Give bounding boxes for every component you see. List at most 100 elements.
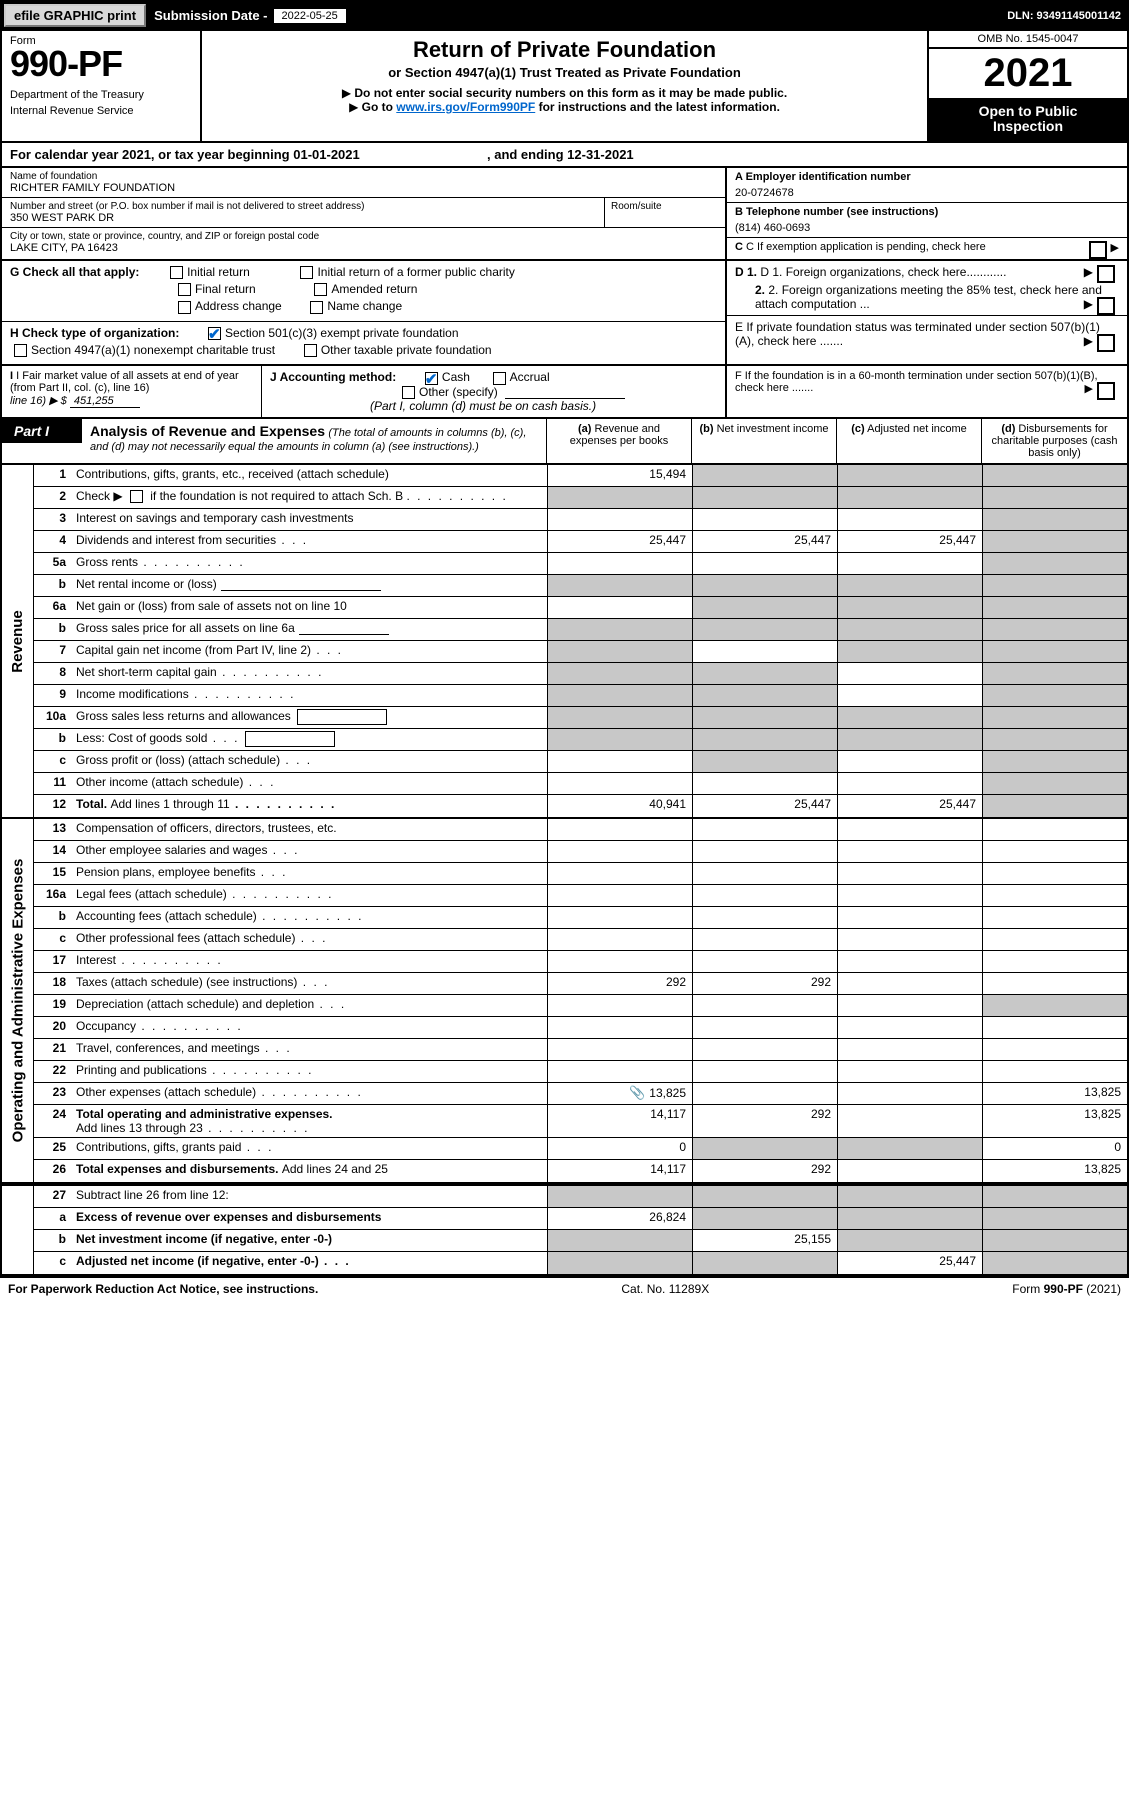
table-row: bNet investment income (if negative, ent…: [34, 1230, 1127, 1252]
calendar-year-line: For calendar year 2021, or tax year begi…: [0, 143, 1129, 168]
j-other-checkbox[interactable]: [402, 386, 415, 399]
h-section: H Check type of organization: Section 50…: [2, 322, 725, 365]
note-2: Go to www.irs.gov/Form990PF for instruct…: [214, 100, 915, 114]
table-row: cAdjusted net income (if negative, enter…: [34, 1252, 1127, 1274]
table-row: 8Net short-term capital gain: [34, 663, 1127, 685]
table-row: 4Dividends and interest from securities2…: [34, 531, 1127, 553]
col-d-head: (d) Disbursements for charitable purpose…: [982, 419, 1127, 463]
paperwork-notice: For Paperwork Reduction Act Notice, see …: [8, 1282, 318, 1296]
table-row: 11Other income (attach schedule): [34, 773, 1127, 795]
foundation-name-cell: Name of foundation RICHTER FAMILY FOUNDA…: [2, 168, 725, 198]
cat-no: Cat. No. 11289X: [621, 1282, 709, 1296]
form990pf-link[interactable]: www.irs.gov/Form990PF: [396, 100, 535, 114]
schb-checkbox[interactable]: [130, 490, 143, 503]
ein-cell: A Employer identification number 20-0724…: [727, 168, 1127, 203]
amended-return-checkbox[interactable]: [314, 283, 327, 296]
line27-block: 27Subtract line 26 from line 12: aExcess…: [0, 1184, 1129, 1276]
j-accrual-checkbox[interactable]: [493, 372, 506, 385]
header-center: Return of Private Foundation or Section …: [202, 31, 927, 141]
table-row: 9Income modifications: [34, 685, 1127, 707]
f-checkbox[interactable]: [1097, 382, 1115, 400]
initial-return-checkbox[interactable]: [170, 266, 183, 279]
form-title: Return of Private Foundation: [214, 37, 915, 63]
form-subtitle: or Section 4947(a)(1) Trust Treated as P…: [214, 65, 915, 80]
revenue-side-label: Revenue: [2, 465, 34, 817]
table-row: 3Interest on savings and temporary cash …: [34, 509, 1127, 531]
table-row: 19Depreciation (attach schedule) and dep…: [34, 995, 1127, 1017]
table-row: 18Taxes (attach schedule) (see instructi…: [34, 973, 1127, 995]
efile-print-button[interactable]: efile GRAPHIC print: [4, 4, 146, 27]
exemption-pending: C C If exemption application is pending,…: [727, 238, 1127, 256]
open-to-public: Open to Public Inspection: [929, 98, 1127, 141]
identity-section: Name of foundation RICHTER FAMILY FOUNDA…: [0, 168, 1129, 261]
table-row: 5aGross rents: [34, 553, 1127, 575]
table-row: 13Compensation of officers, directors, t…: [34, 819, 1127, 841]
part1-label: Part I: [2, 419, 82, 443]
d2-checkbox[interactable]: [1097, 297, 1115, 315]
form-header: Form 990-PF Department of the Treasury I…: [0, 31, 1129, 143]
e-checkbox[interactable]: [1097, 334, 1115, 352]
table-row: 2Check ▶ if the foundation is not requir…: [34, 487, 1127, 509]
table-row: 26Total expenses and disbursements. Add …: [34, 1160, 1127, 1182]
h-501c3-checkbox[interactable]: [208, 327, 221, 340]
dln: DLN: 93491145001142: [1001, 8, 1127, 24]
table-row: cOther professional fees (attach schedul…: [34, 929, 1127, 951]
initial-return-public-checkbox[interactable]: [300, 266, 313, 279]
table-row: 22Printing and publications: [34, 1061, 1127, 1083]
address-change-checkbox[interactable]: [178, 301, 191, 314]
header-right: OMB No. 1545-0047 2021 Open to Public In…: [927, 31, 1127, 141]
d-section: D 1. D 1. Foreign organizations, check h…: [727, 261, 1127, 316]
revenue-block: Revenue 1Contributions, gifts, grants, e…: [0, 465, 1129, 819]
submission-label: Submission Date -: [154, 8, 267, 23]
table-row: 27Subtract line 26 from line 12:: [34, 1186, 1127, 1208]
address-row: Number and street (or P.O. box number if…: [2, 198, 725, 228]
i-fmv: I I Fair market value of all assets at e…: [2, 366, 262, 417]
h-other-checkbox[interactable]: [304, 344, 317, 357]
top-bar: efile GRAPHIC print Submission Date - 20…: [0, 0, 1129, 31]
table-row: bGross sales price for all assets on lin…: [34, 619, 1127, 641]
submission-block: Submission Date - 2022-05-25: [148, 8, 352, 23]
dept-irs: Internal Revenue Service: [10, 105, 192, 117]
c-checkbox[interactable]: [1089, 241, 1107, 259]
table-row: 12Total. Add lines 1 through 1140,94125,…: [34, 795, 1127, 817]
h-4947-checkbox[interactable]: [14, 344, 27, 357]
checks-section: G Check all that apply: Initial return I…: [0, 261, 1129, 367]
table-row: 10aGross sales less returns and allowanc…: [34, 707, 1127, 729]
d1-checkbox[interactable]: [1097, 265, 1115, 283]
header-left: Form 990-PF Department of the Treasury I…: [2, 31, 202, 141]
final-return-checkbox[interactable]: [178, 283, 191, 296]
table-row: 25Contributions, gifts, grants paid00: [34, 1138, 1127, 1160]
expenses-block: Operating and Administrative Expenses 13…: [0, 819, 1129, 1184]
table-row: 7Capital gain net income (from Part IV, …: [34, 641, 1127, 663]
note-1: Do not enter social security numbers on …: [214, 86, 915, 100]
expenses-side-label: Operating and Administrative Expenses: [2, 819, 34, 1182]
f-section: F If the foundation is in a 60-month ter…: [727, 366, 1127, 417]
table-row: aExcess of revenue over expenses and dis…: [34, 1208, 1127, 1230]
table-row: cGross profit or (loss) (attach schedule…: [34, 751, 1127, 773]
form-number: 990-PF: [10, 43, 192, 85]
table-row: bAccounting fees (attach schedule): [34, 907, 1127, 929]
table-row: 21Travel, conferences, and meetings: [34, 1039, 1127, 1061]
j-cash-checkbox[interactable]: [425, 372, 438, 385]
room-suite: Room/suite: [605, 198, 725, 227]
j-accounting: J Accounting method: Cash Accrual Other …: [262, 366, 727, 417]
table-row: bNet rental income or (loss): [34, 575, 1127, 597]
form-ref: Form 990-PF (2021): [1012, 1282, 1121, 1296]
ij-section: I I Fair market value of all assets at e…: [0, 366, 1129, 419]
col-a-head: (a) Revenue and expenses per books: [547, 419, 692, 463]
table-row: 15Pension plans, employee benefits: [34, 863, 1127, 885]
table-row: 16aLegal fees (attach schedule): [34, 885, 1127, 907]
table-row: 14Other employee salaries and wages: [34, 841, 1127, 863]
table-row: 20Occupancy: [34, 1017, 1127, 1039]
table-row: 23Other expenses (attach schedule)📎13,82…: [34, 1083, 1127, 1105]
submission-date: 2022-05-25: [274, 9, 346, 23]
e-section: E If private foundation status was termi…: [727, 316, 1127, 352]
phone-cell: B Telephone number (see instructions) (8…: [727, 203, 1127, 238]
table-row: 1Contributions, gifts, grants, etc., rec…: [34, 465, 1127, 487]
part1-title: Analysis of Revenue and Expenses (The to…: [82, 419, 547, 463]
table-row: bLess: Cost of goods sold: [34, 729, 1127, 751]
name-change-checkbox[interactable]: [310, 301, 323, 314]
attachment-icon[interactable]: 📎: [629, 1085, 645, 1100]
omb-number: OMB No. 1545-0047: [929, 31, 1127, 49]
table-row: 6aNet gain or (loss) from sale of assets…: [34, 597, 1127, 619]
